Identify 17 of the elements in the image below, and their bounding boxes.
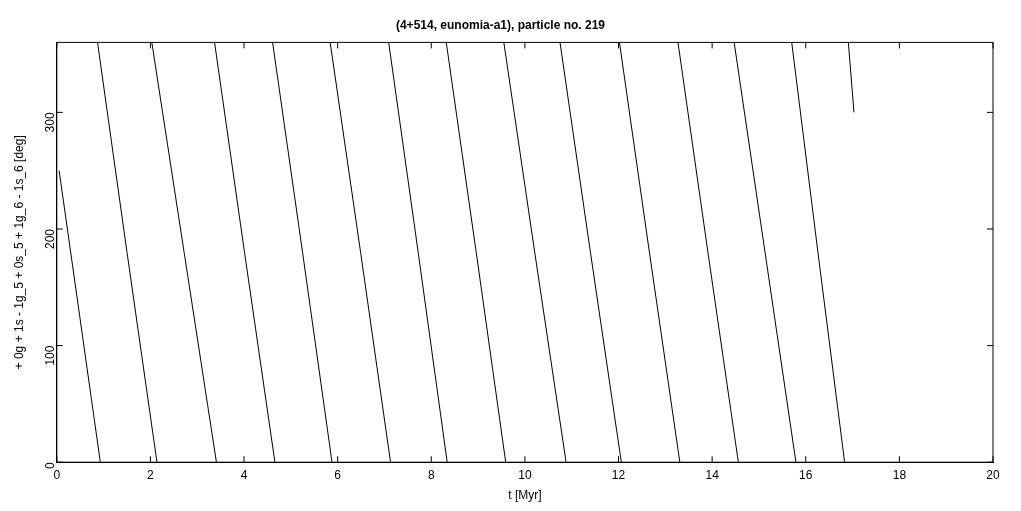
x-tick-label: 20 — [986, 467, 1000, 482]
chart-title: (4+514, eunomia-a1), particle no. 219 — [395, 17, 606, 32]
y-axis-title: + 0g + 1s - 1g_5 + 0s_5 + 1g_6 - 1s_6 [deg] — [11, 135, 26, 370]
x-tick-label: 8 — [427, 467, 435, 482]
x-tick-label: 12 — [611, 467, 626, 482]
y-tick-label: 100 — [43, 345, 58, 366]
x-tick-label: 16 — [799, 467, 813, 482]
y-tick-label: 300 — [43, 112, 58, 133]
x-tick-label: 2 — [147, 467, 155, 482]
x-tick-label: 6 — [334, 467, 342, 482]
x-axis-title: t [Myr] — [508, 488, 542, 503]
x-tick-label: 10 — [518, 467, 532, 482]
y-tick-label: 200 — [43, 228, 58, 250]
x-tick-label: 4 — [240, 467, 248, 482]
x-tick-label: 18 — [892, 467, 907, 482]
y-tick-label: 0 — [43, 461, 58, 469]
x-tick-label: 14 — [705, 467, 720, 482]
